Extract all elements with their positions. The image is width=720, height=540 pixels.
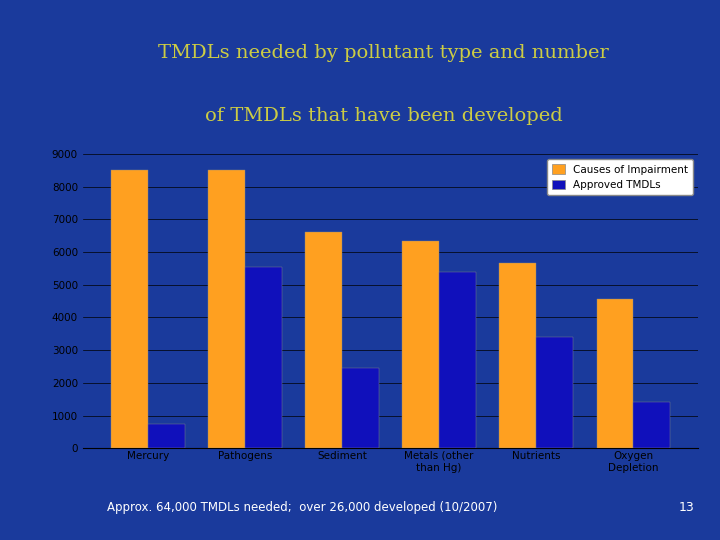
Text: Approx. 64,000 TMDLs needed;  over 26,000 developed (10/2007): Approx. 64,000 TMDLs needed; over 26,000… — [107, 501, 498, 514]
Bar — [111, 170, 148, 448]
Bar — [342, 368, 379, 448]
Text: TMDLs needed by pollutant type and number: TMDLs needed by pollutant type and numbe… — [158, 44, 609, 62]
Bar — [439, 272, 476, 448]
Legend: Causes of Impairment, Approved TMDLs: Causes of Impairment, Approved TMDLs — [547, 159, 693, 195]
Bar — [536, 337, 573, 448]
Bar — [634, 402, 670, 448]
Bar — [597, 299, 634, 448]
Bar — [148, 424, 184, 448]
Bar — [500, 264, 536, 448]
Bar — [245, 267, 282, 448]
Bar — [208, 170, 245, 448]
Text: of TMDLs that have been developed: of TMDLs that have been developed — [204, 107, 562, 125]
Text: 13: 13 — [678, 501, 694, 514]
Bar — [402, 240, 439, 448]
Bar — [305, 232, 342, 448]
